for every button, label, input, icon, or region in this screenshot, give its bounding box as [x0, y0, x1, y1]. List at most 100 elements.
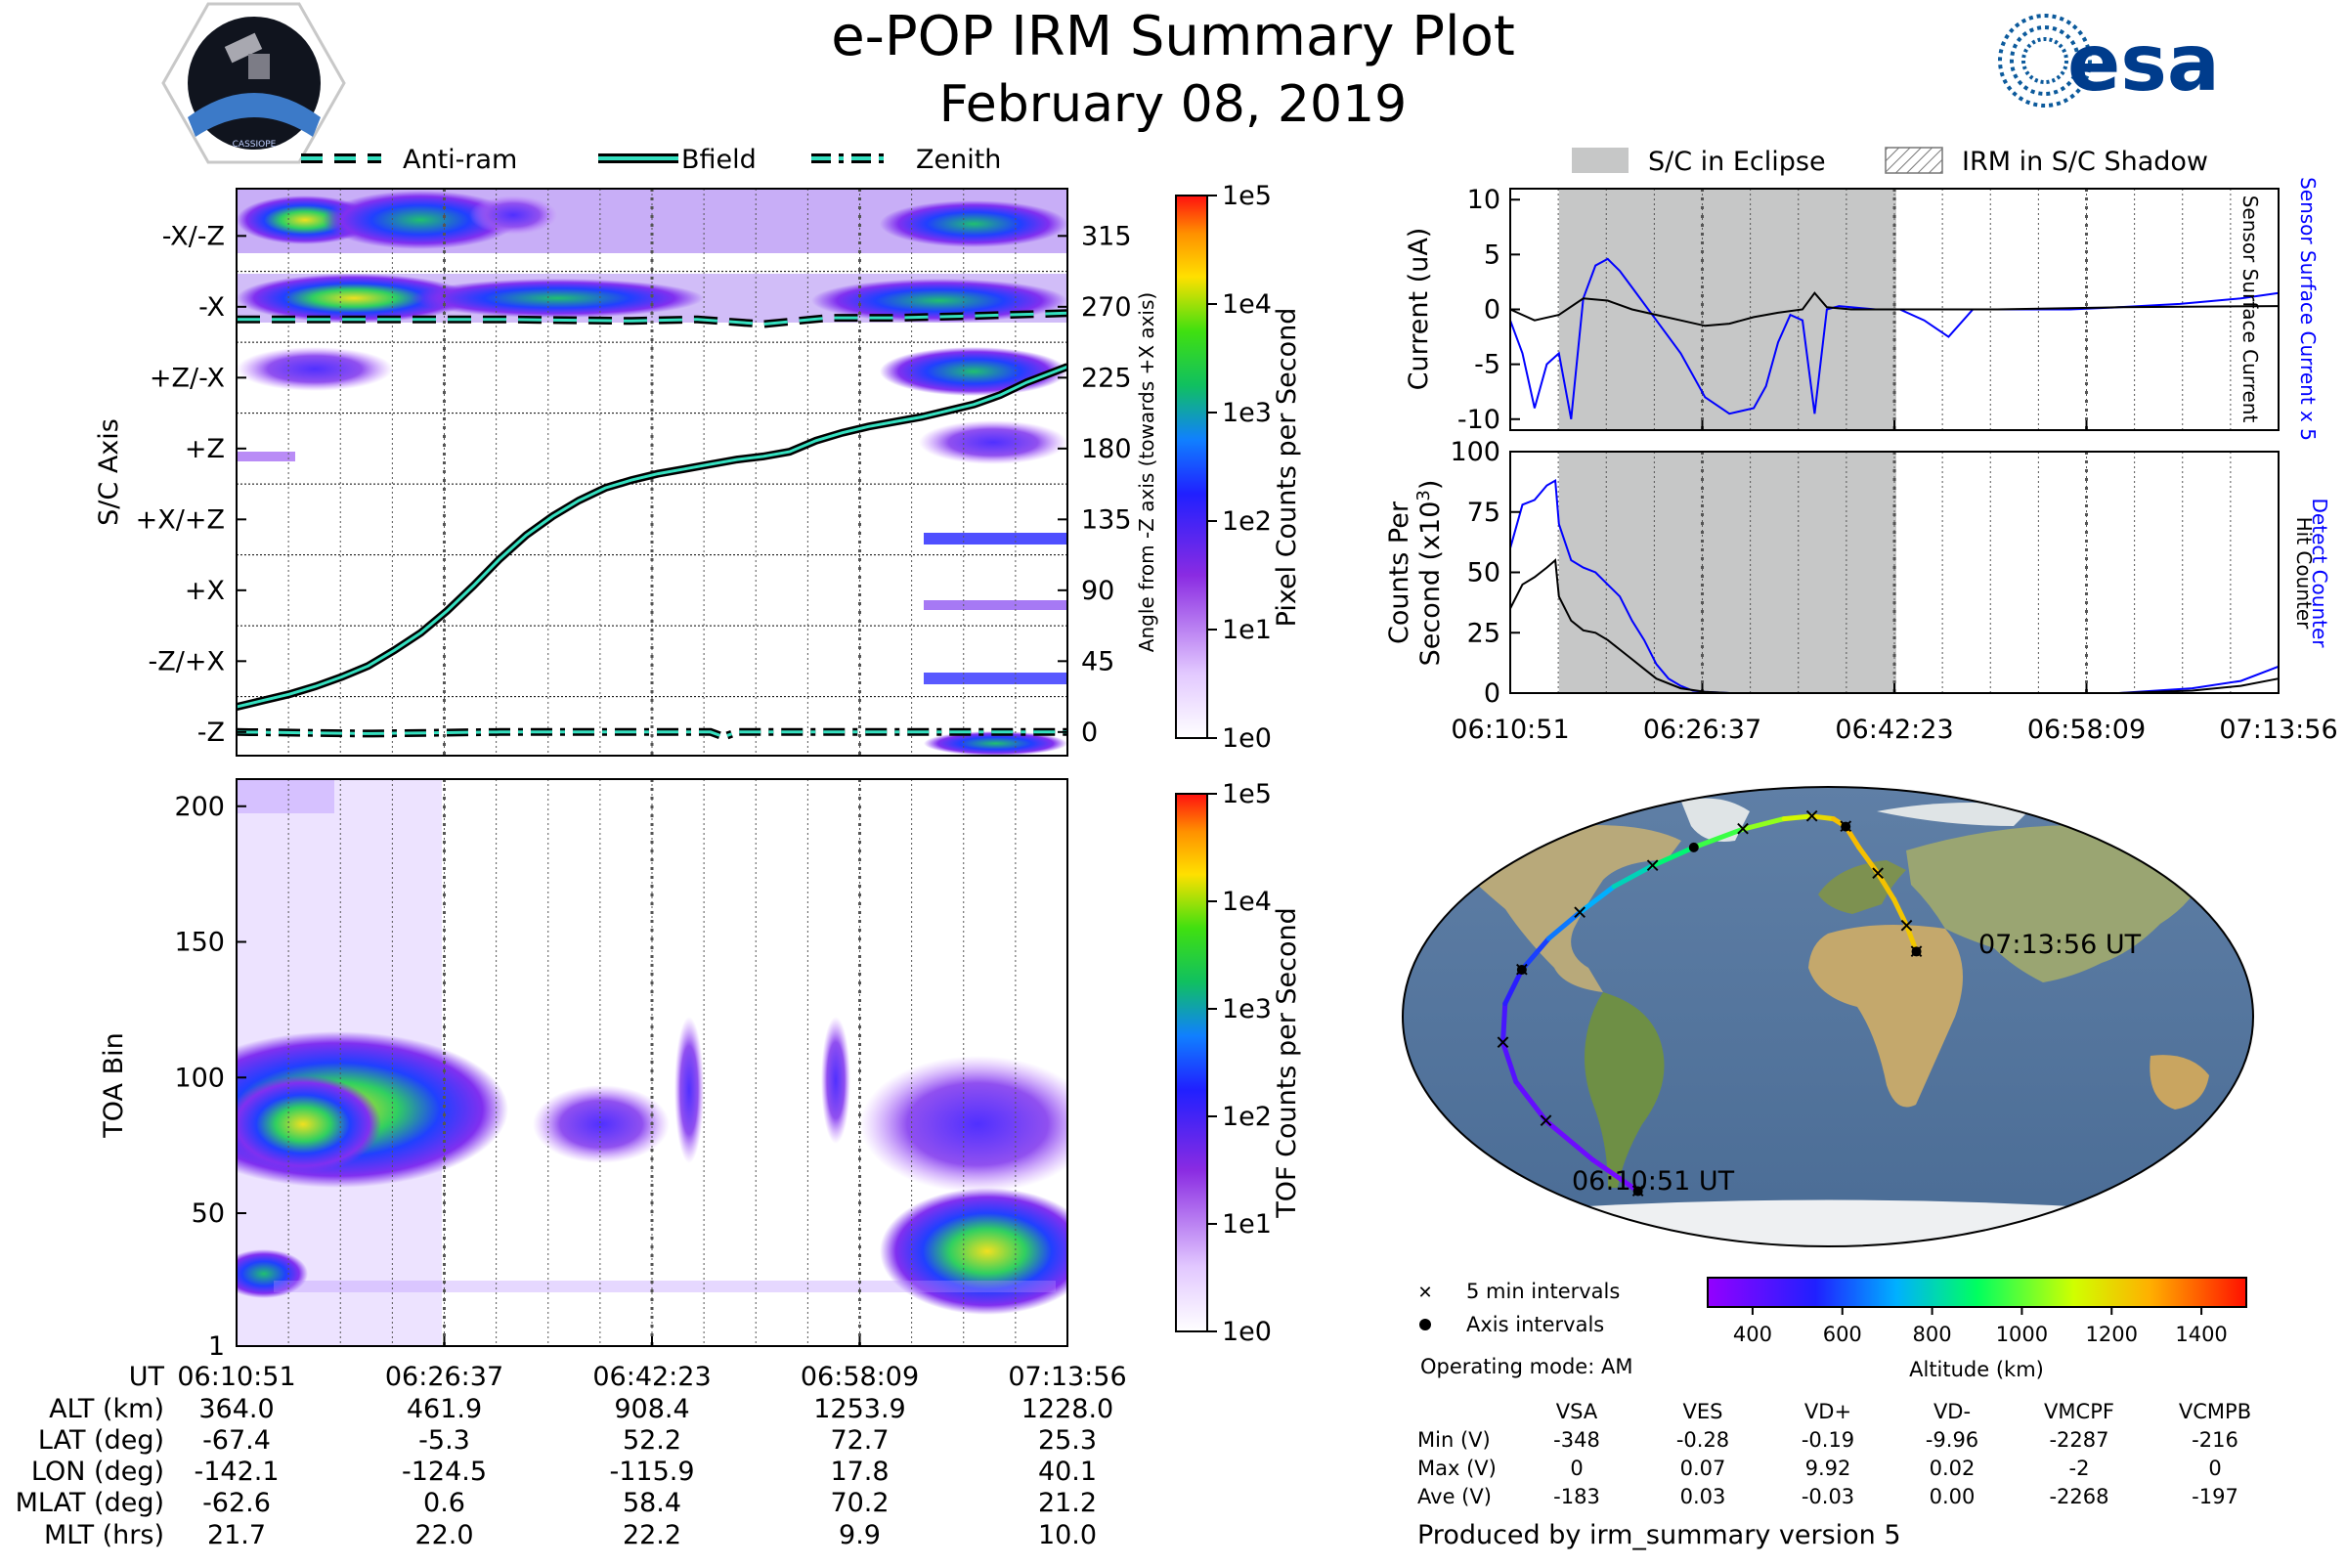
voltage-cell: -2287: [2049, 1428, 2108, 1452]
orbit-segment: [1589, 1156, 1641, 1194]
voltage-cell: -0.19: [1802, 1428, 1854, 1452]
sc-axis-y2label: Angle from -Z axis (towards +X axis): [1135, 292, 1158, 652]
ephemeris-row-label: LON (deg): [31, 1457, 164, 1487]
toa-ticks: 200 150 100 50 1: [174, 792, 1068, 1362]
ephemeris-cell: 21.7: [207, 1520, 266, 1550]
counts-y2label-blue: Detect Counter: [2308, 499, 2331, 649]
ephemeris-cell: 0.6: [423, 1488, 465, 1518]
voltage-cell: -9.96: [1926, 1428, 1978, 1452]
continents: [1427, 798, 2229, 1246]
ephemeris-cell: 58.4: [623, 1488, 681, 1518]
pixel-colorbar-tick: 1e5: [1222, 181, 1272, 211]
legend-axis-intervals: Axis intervals: [1466, 1313, 1604, 1336]
sc-axis-tick-label: -Z: [197, 718, 225, 748]
pixel-colorbar-tick: 1e4: [1222, 289, 1272, 320]
toa-tick-label: 1: [208, 1331, 225, 1362]
sc-axis-ylabel: S/C Axis: [94, 418, 124, 526]
ephemeris-cell: -115.9: [609, 1457, 694, 1487]
ephemeris-cell: 22.2: [623, 1520, 681, 1550]
counts-ylabel-line1: Counts Per: [1384, 501, 1414, 644]
ephemeris-cell: 908.4: [614, 1394, 689, 1424]
altitude-colorbar: 400 600 800 1000 1200 1400 Altitude (km): [1707, 1277, 2247, 1381]
ephemeris-cell: 70.2: [830, 1488, 889, 1518]
legend-anti-ram: Anti-ram: [403, 145, 517, 175]
pixel-colorbar-tick: 1e3: [1222, 398, 1272, 428]
ephemeris-cell: -67.4: [202, 1425, 271, 1456]
toa-tick-label: 150: [174, 928, 225, 958]
sc-axis-tick-label: +Z: [185, 434, 225, 464]
ephemeris-row-label: ALT (km): [49, 1394, 164, 1424]
pixel-counts-label: Pixel Counts per Second: [1272, 308, 1302, 628]
five-min-marker: ✕: [1572, 900, 1588, 924]
voltage-header: VD-: [1933, 1400, 1971, 1423]
sc-axis-lines: [237, 309, 1067, 741]
voltage-cell: -197: [2192, 1485, 2238, 1508]
eclipse-region: [1558, 189, 1896, 430]
cur-tick-label: 0: [1484, 295, 1500, 326]
voltage-header: VD+: [1804, 1400, 1851, 1423]
map-legend: ✕ 5 min intervals Axis intervals Operati…: [1417, 1280, 1632, 1378]
sc-axis-tick-label: +X: [185, 576, 225, 606]
five-min-marker: ✕: [1495, 1031, 1511, 1055]
ephemeris-cell: 06:26:37: [385, 1362, 503, 1392]
orbit-segment: [1781, 813, 1815, 822]
orbit-segment: [1545, 909, 1583, 941]
pixel-colorbar-tick: 1e1: [1222, 615, 1272, 645]
zenith-line: [237, 730, 1067, 739]
toa-tick-label: 100: [174, 1063, 225, 1093]
ephemeris-cell: 40.1: [1038, 1457, 1097, 1487]
altitude-tick: 400: [1733, 1323, 1772, 1346]
sc-axis-tick-label: -Z/+X: [149, 646, 225, 676]
ephemeris-cell: -124.5: [402, 1457, 487, 1487]
esa-logo: esa: [1998, 14, 2220, 109]
voltage-cell: -0.28: [1676, 1428, 1729, 1452]
current-panel: 10 5 0 -5 -10 Current (uA) Sensor Surface Cu…: [1404, 177, 2320, 441]
voltage-cell: -0.03: [1802, 1485, 1854, 1508]
time-tick-label: 06:26:37: [1643, 715, 1761, 745]
sc-axis-tick-label: +Z/-X: [150, 363, 225, 393]
altitude-tick: 800: [1913, 1323, 1952, 1346]
cassiope-logo: CASSIOPE: [161, 2, 346, 164]
toa-ylabel: TOA Bin: [99, 1032, 129, 1138]
pixel-colorbar-tick: 1e2: [1222, 506, 1272, 537]
voltage-row-label: Ave (V): [1417, 1485, 1492, 1508]
five-min-marker: ✕: [1803, 805, 1820, 828]
orbit-segment: [1891, 896, 1910, 929]
angle-tick-label: 315: [1081, 221, 1132, 251]
cnt-tick-label: 0: [1484, 678, 1500, 709]
operating-mode: Operating mode: AM: [1420, 1355, 1632, 1378]
axis-interval-marker: [1632, 1186, 1643, 1197]
ephemeris-cell: 52.2: [623, 1425, 681, 1456]
counts-panel: 100 75 50 25 0 Counts Per Second (x103) Dete…: [1384, 437, 2331, 709]
angle-tick-label: 0: [1081, 718, 1098, 748]
voltage-cell: -2: [2069, 1457, 2090, 1480]
voltage-header: VMCPF: [2044, 1400, 2114, 1423]
ephemeris-row-label: LAT (deg): [38, 1425, 164, 1456]
ephemeris-cell: -142.1: [194, 1457, 279, 1487]
current-ylabel: Current (uA): [1404, 228, 1434, 391]
orbit-track: [1500, 813, 1920, 1194]
voltage-header: VCMPB: [2179, 1400, 2251, 1423]
voltage-cell: -216: [2192, 1428, 2238, 1452]
ephemeris-cell: 25.3: [1038, 1425, 1097, 1456]
axis-interval-marker: [1841, 821, 1851, 832]
legend-shadow: IRM in S/C Shadow: [1962, 147, 2208, 177]
orbit-segment: [1513, 1079, 1549, 1124]
altitude-tick: 1000: [1996, 1323, 2048, 1346]
axis-interval-marker: [1688, 842, 1699, 852]
voltage-cell: 0.03: [1680, 1485, 1726, 1508]
voltage-cell: 0: [1570, 1457, 1583, 1480]
ephemeris-cell: 9.9: [839, 1520, 881, 1550]
ephemeris-cell: 06:42:23: [592, 1362, 711, 1392]
five-min-marker: ✕: [1735, 817, 1752, 841]
voltage-table: VSA VES VD+ VD- VMCPF VCMPB Min (V) -348 -0.28 -0…: [1417, 1400, 2251, 1508]
angle-tick-label: 180: [1081, 434, 1132, 464]
ephemeris-cell: 461.9: [407, 1394, 482, 1424]
time-tick-label: 06:10:51: [1451, 715, 1569, 745]
voltage-row-label: Max (V): [1417, 1457, 1497, 1480]
five-min-marker: ✕: [1644, 854, 1661, 878]
orbit-segment: [1500, 1001, 1508, 1046]
ephemeris-cell: 1253.9: [813, 1394, 905, 1424]
cassiope-logo-text: CASSIOPE: [233, 140, 277, 150]
